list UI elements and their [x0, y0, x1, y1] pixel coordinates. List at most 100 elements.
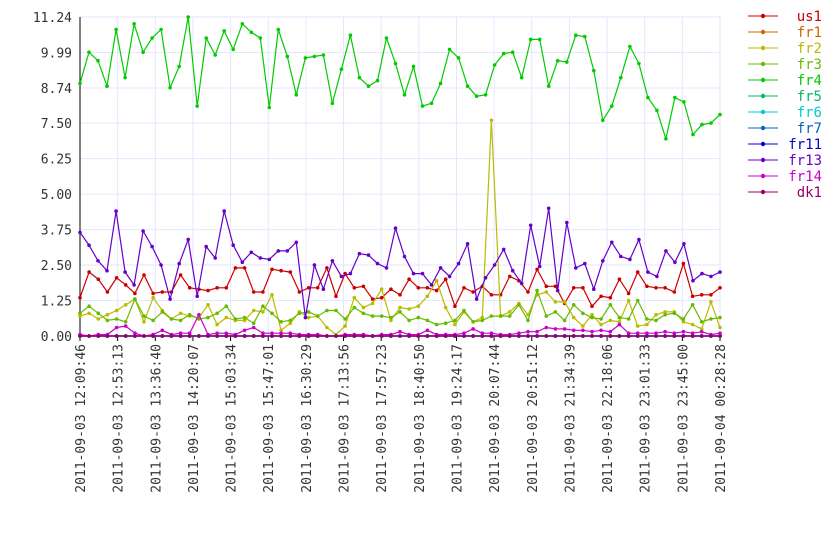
data-point-fr13: [555, 288, 560, 293]
data-point-dk1: [553, 334, 558, 338]
data-point-dk1: [370, 334, 375, 338]
x-tick-label: 2011-09-03 15:47:01: [262, 344, 277, 493]
data-point-dk1: [709, 334, 713, 338]
data-point-fr3: [123, 320, 128, 324]
data-point-dk1: [443, 334, 448, 338]
data-point-fr13: [213, 256, 217, 260]
series-line-fr4: [79, 16, 721, 142]
data-point-dk1: [270, 334, 274, 338]
data-point-dk1: [279, 334, 283, 338]
data-point-dk1: [617, 334, 622, 338]
data-point-fr3: [507, 314, 512, 318]
legend-marker-fr6: [760, 109, 766, 115]
data-point-us1: [635, 270, 640, 274]
legend-label-fr14: fr14: [788, 169, 822, 185]
data-point-us1: [233, 266, 238, 270]
data-point-dk1: [608, 334, 613, 338]
y-tick-label: 1.25: [41, 295, 72, 310]
data-point-fr2: [553, 300, 558, 304]
data-point-fr4: [655, 108, 659, 113]
x-tick-label: 2011-09-04 00:28:28: [714, 344, 729, 493]
data-point-us1: [315, 286, 320, 290]
data-point-fr13: [510, 268, 515, 273]
series-line-fr13: [79, 208, 721, 318]
data-point-us1: [297, 290, 302, 294]
data-point-fr2: [709, 300, 713, 304]
data-point-fr2: [718, 325, 722, 330]
data-point-fr4: [465, 84, 470, 88]
data-point-dk1: [87, 334, 91, 338]
data-point-dk1: [96, 334, 101, 338]
data-point-fr3: [325, 308, 329, 313]
data-point-dk1: [398, 334, 402, 338]
data-point-fr13: [123, 270, 127, 274]
data-point-fr13: [105, 268, 109, 273]
data-point-fr13: [276, 249, 281, 253]
data-point-fr3: [489, 314, 494, 318]
y-tick-label: 9.99: [41, 46, 72, 61]
data-point-fr13: [438, 266, 443, 270]
data-point-dk1: [699, 334, 704, 338]
data-point-fr14: [187, 331, 192, 336]
data-point-fr4: [339, 67, 344, 71]
data-point-us1: [306, 286, 311, 290]
data-point-fr2: [78, 314, 82, 318]
data-point-dk1: [498, 334, 503, 338]
x-tick-labels: 2011-09-03 12:09:46 2011-09-03 12:53:13 20…: [74, 344, 729, 493]
data-point-fr2: [507, 310, 512, 314]
data-point-fr2: [626, 298, 631, 303]
data-point-fr2: [407, 307, 411, 311]
data-point-us1: [288, 270, 293, 274]
data-point-fr2: [434, 278, 439, 283]
data-point-fr13: [366, 253, 371, 257]
data-point-fr3: [389, 315, 393, 320]
data-point-fr13: [637, 237, 641, 242]
data-point-fr13: [222, 209, 226, 213]
data-point-fr14: [718, 331, 722, 336]
data-point-dk1: [526, 334, 530, 338]
data-point-fr14: [672, 331, 677, 336]
data-point-fr13: [78, 230, 82, 235]
data-point-fr2: [645, 322, 649, 327]
data-point-fr14: [590, 329, 594, 334]
data-point-fr13: [501, 247, 506, 252]
data-point-fr13: [429, 283, 434, 287]
data-point-fr3: [434, 322, 439, 327]
y-tick-label: 11.24: [33, 11, 72, 26]
data-point-fr3: [562, 318, 567, 323]
data-point-us1: [416, 286, 421, 290]
data-point-fr4: [709, 121, 713, 125]
data-point-fr2: [608, 318, 613, 323]
data-point-fr13: [411, 271, 416, 276]
data-point-us1: [489, 293, 494, 297]
data-point-fr2: [178, 311, 183, 316]
data-point-dk1: [334, 334, 338, 338]
data-point-fr3: [416, 315, 421, 320]
data-point-fr3: [407, 318, 411, 323]
data-point-fr14: [242, 328, 247, 333]
data-point-dk1: [425, 334, 430, 338]
data-point-dk1: [105, 334, 110, 338]
data-point-fr4: [231, 47, 235, 52]
x-tick-label: 2011-09-03 12:53:13: [112, 344, 127, 493]
data-point-fr3: [297, 311, 302, 316]
data-point-fr13: [474, 297, 479, 301]
data-point-us1: [187, 286, 192, 290]
data-point-fr3: [251, 321, 256, 326]
data-point-fr4: [411, 64, 416, 69]
data-point-fr13: [96, 259, 100, 263]
data-point-fr13: [673, 260, 677, 265]
data-point-fr3: [480, 318, 485, 323]
data-point-us1: [471, 290, 475, 294]
data-point-us1: [96, 277, 101, 282]
data-point-fr4: [78, 81, 82, 86]
data-point-us1: [599, 294, 603, 299]
data-point-fr13: [402, 254, 407, 259]
data-point-fr2: [96, 317, 101, 321]
data-point-us1: [709, 293, 713, 297]
data-point-dk1: [434, 334, 439, 338]
data-point-fr4: [483, 93, 488, 97]
data-point-fr14: [160, 328, 165, 333]
data-point-fr3: [617, 315, 622, 320]
data-point-fr4: [366, 84, 371, 88]
